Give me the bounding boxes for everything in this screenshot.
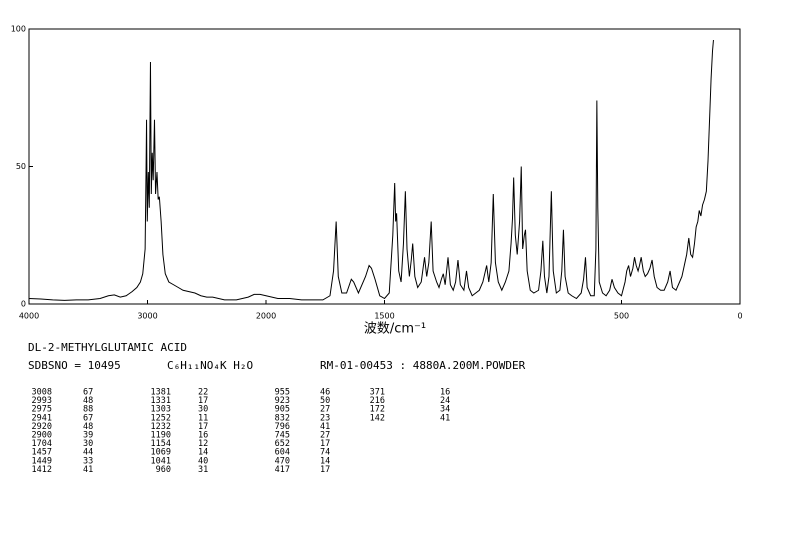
peak-wavenumber: 2920 (32, 422, 52, 432)
peak-intensity: 22 (198, 388, 208, 398)
sdbs-number: SDBSNO = 10495 (28, 359, 121, 372)
peak-wavenumber: 1381 (151, 388, 171, 398)
peak-intensity: 17 (198, 396, 208, 406)
x-tick-label: 3000 (137, 312, 157, 321)
peak-wavenumber: 955 (275, 388, 290, 398)
peak-intensity: 33 (83, 456, 93, 466)
peak-intensity: 14 (198, 448, 208, 458)
x-tick-label: 0 (737, 312, 742, 321)
x-tick-label: 4000 (19, 312, 39, 321)
peak-intensity: 67 (83, 413, 93, 423)
peak-wavenumber: 2975 (32, 405, 52, 415)
peak-intensity: 39 (83, 431, 93, 441)
peak-intensity: 50 (320, 396, 330, 406)
peak-intensity: 16 (440, 388, 450, 398)
peak-intensity: 46 (320, 388, 330, 398)
peak-wavenumber: 923 (275, 396, 290, 406)
peak-wavenumber: 2941 (32, 413, 52, 423)
peak-intensity: 41 (83, 465, 93, 475)
y-tick-label: 50 (16, 162, 26, 171)
peak-wavenumber: 1331 (151, 396, 171, 406)
peak-wavenumber: 604 (275, 448, 290, 458)
peak-wavenumber: 1232 (151, 422, 171, 432)
peak-intensity: 14 (320, 456, 330, 466)
peak-wavenumber: 960 (156, 465, 171, 475)
y-tick-label: 0 (21, 300, 26, 309)
peak-intensity: 41 (320, 422, 330, 432)
peak-intensity: 17 (198, 422, 208, 432)
peak-wavenumber: 745 (275, 431, 290, 441)
peak-wavenumber: 652 (275, 439, 290, 449)
peak-wavenumber: 1154 (151, 439, 171, 449)
x-tick-label: 500 (614, 312, 629, 321)
spectrum-line (28, 39, 714, 301)
x-tick-label: 2000 (256, 312, 276, 321)
peak-wavenumber: 832 (275, 413, 290, 423)
peak-intensity: 12 (198, 439, 208, 449)
peak-intensity: 27 (320, 405, 330, 415)
peak-wavenumber: 1069 (151, 448, 171, 458)
peak-intensity: 41 (440, 413, 450, 423)
peak-wavenumber: 2993 (32, 396, 52, 406)
y-tick-label: 100 (11, 25, 26, 34)
peak-intensity: 67 (83, 388, 93, 398)
peak-wavenumber: 796 (275, 422, 290, 432)
peak-wavenumber: 172 (370, 405, 385, 415)
peak-intensity: 17 (320, 465, 330, 475)
peak-intensity: 11 (198, 413, 208, 423)
peak-wavenumber: 1457 (32, 448, 52, 458)
peak-intensity: 40 (198, 456, 208, 466)
peak-wavenumber: 905 (275, 405, 290, 415)
peak-intensity: 16 (198, 431, 208, 441)
peak-intensity: 23 (320, 413, 330, 423)
peak-wavenumber: 371 (370, 388, 385, 398)
peak-wavenumber: 142 (370, 413, 385, 423)
peak-intensity: 27 (320, 431, 330, 441)
peak-intensity: 74 (320, 448, 330, 458)
peak-intensity: 30 (198, 405, 208, 415)
peak-wavenumber: 1412 (32, 465, 52, 475)
peak-wavenumber: 1704 (32, 439, 52, 449)
peak-wavenumber: 417 (275, 465, 290, 475)
peak-intensity: 30 (83, 439, 93, 449)
peak-wavenumber: 3008 (32, 388, 52, 398)
x-tick-label: 1500 (374, 312, 394, 321)
sample-info: RM-01-00453 : 4880A.200M.POWDER (320, 359, 526, 372)
x-axis-label: 波数/cm⁻¹ (364, 322, 426, 337)
peak-wavenumber: 1449 (32, 456, 52, 466)
peak-wavenumber: 1303 (151, 405, 171, 415)
peak-intensity: 17 (320, 439, 330, 449)
peak-intensity: 24 (440, 396, 450, 406)
peak-wavenumber: 2900 (32, 431, 52, 441)
peak-intensity: 88 (83, 405, 93, 415)
peak-wavenumber: 216 (370, 396, 385, 406)
formula: C₆H₁₁NO₄K H₂O (167, 359, 253, 372)
peak-intensity: 31 (198, 465, 208, 475)
peak-wavenumber: 470 (275, 456, 290, 466)
peak-wavenumber: 1041 (151, 456, 171, 466)
peak-intensity: 44 (83, 448, 93, 458)
peak-intensity: 48 (83, 422, 93, 432)
peak-wavenumber: 1190 (151, 431, 171, 441)
peak-intensity: 48 (83, 396, 93, 406)
compound-name: DL-2-METHYLGLUTAMIC ACID (28, 341, 187, 354)
peak-intensity: 34 (440, 405, 450, 415)
peak-wavenumber: 1252 (151, 413, 171, 423)
